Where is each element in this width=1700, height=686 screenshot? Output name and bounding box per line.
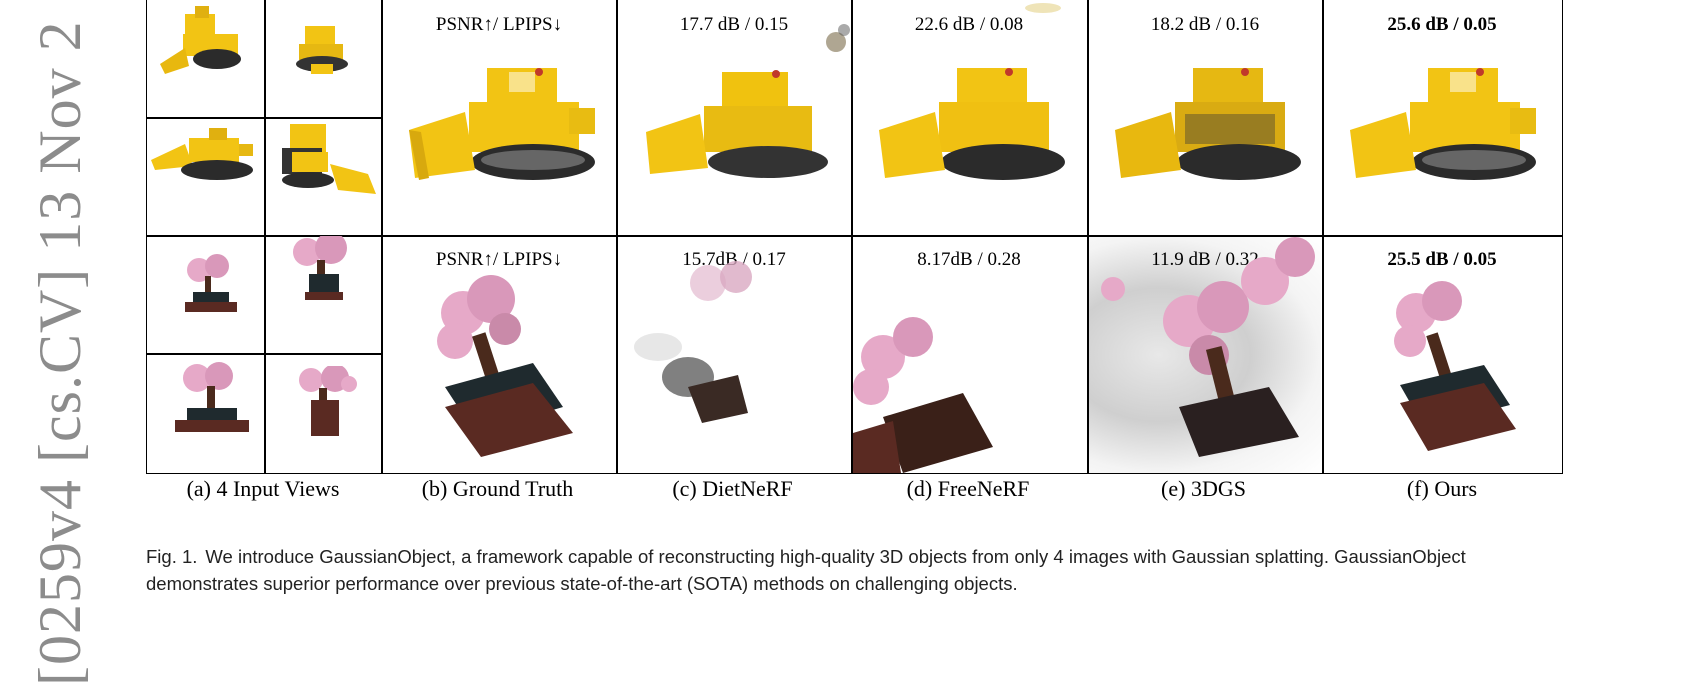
input-view-bonsai-1 (185, 254, 237, 312)
lego-3dgs: 18.2 dB / 0.16 (1089, 2, 1321, 234)
grid-line (616, 0, 618, 473)
bonsai-image (1101, 237, 1315, 457)
grid-line (851, 0, 853, 473)
bonsai-dietnerf: 15.7dB / 0.17 (618, 237, 850, 473)
lego-ours: 25.6 dB / 0.05 (1324, 2, 1560, 234)
arxiv-stamp: [0259v4 [cs.CV] 13 Nov 2 (27, 20, 93, 686)
caption-3dgs: (e) 3DGS (1161, 476, 1246, 501)
metric-label: PSNR↑/ LPIPS↓ (435, 249, 563, 270)
metric-label: 18.2 dB / 0.16 (1150, 14, 1260, 35)
grid-line (147, 353, 381, 355)
lego-dietnerf: 17.7 dB / 0.15 (618, 2, 850, 234)
input-view-lego-2 (296, 26, 348, 74)
bonsai-image (853, 317, 993, 473)
lego-image (1350, 68, 1536, 180)
bonsai-image (437, 275, 573, 457)
figure-caption: Fig. 1. We introduce GaussianObject, a fr… (146, 543, 1566, 597)
input-view-lego-3 (151, 128, 253, 180)
input-view-lego-4 (282, 124, 376, 194)
bonsai-image (634, 261, 752, 423)
metric-label: 17.7 dB / 0.15 (679, 14, 789, 35)
grid-line (1322, 0, 1324, 473)
input-view-bonsai-2 (293, 236, 347, 300)
caption-dietnerf: (c) DietNeRF (672, 476, 793, 501)
figure-label: Fig. 1. (146, 546, 198, 567)
caption-ground-truth: (b) Ground Truth (421, 476, 574, 501)
lego-ground-truth: PSNR↑/ LPIPS↓ (383, 2, 615, 234)
comparison-grid: PSNR↑/ LPIPS↓ 17.7 dB / 0.15 22.6 dB / 0… (146, 0, 1563, 474)
grid-line (147, 235, 1562, 237)
input-view-bonsai-3 (175, 362, 249, 432)
column-captions: (a) 4 Input Views (b) Ground Truth (c) D… (146, 476, 1563, 506)
bonsai-image (1394, 281, 1516, 451)
caption-ours: (f) Ours (1406, 476, 1478, 501)
metric-label: 25.6 dB / 0.05 (1387, 14, 1497, 35)
input-view-lego-1 (160, 6, 241, 74)
grid-line (381, 0, 383, 473)
lego-freenerf: 22.6 dB / 0.08 (853, 2, 1085, 234)
input-view-bonsai-4 (299, 366, 357, 436)
metric-label: 8.17dB / 0.28 (917, 249, 1021, 270)
grid-line (264, 0, 266, 473)
lego-image (879, 3, 1065, 180)
bonsai-freenerf: 8.17dB / 0.28 (853, 237, 1085, 473)
metric-label: 11.9 dB / 0.32 (1151, 249, 1259, 270)
lego-image (646, 24, 850, 178)
metric-label: 15.7dB / 0.17 (682, 249, 786, 270)
figure-caption-text: We introduce GaussianObject, a framework… (146, 546, 1466, 594)
grid-line (147, 117, 381, 119)
bonsai-ground-truth: PSNR↑/ LPIPS↓ (383, 237, 615, 473)
caption-freenerf: (d) FreeNeRF (906, 476, 1030, 501)
caption-input-views: (a) 4 Input Views (186, 476, 340, 501)
bonsai-ours: 25.5 dB / 0.05 (1324, 237, 1560, 473)
metric-label: PSNR↑/ LPIPS↓ (435, 14, 563, 35)
metric-label: 25.5 dB / 0.05 (1387, 249, 1497, 270)
lego-image (1115, 68, 1301, 180)
bonsai-3dgs: 11.9 dB / 0.32 (1089, 237, 1321, 473)
metric-label: 22.6 dB / 0.08 (914, 14, 1024, 35)
lego-image (409, 68, 595, 180)
grid-line (1087, 0, 1089, 473)
